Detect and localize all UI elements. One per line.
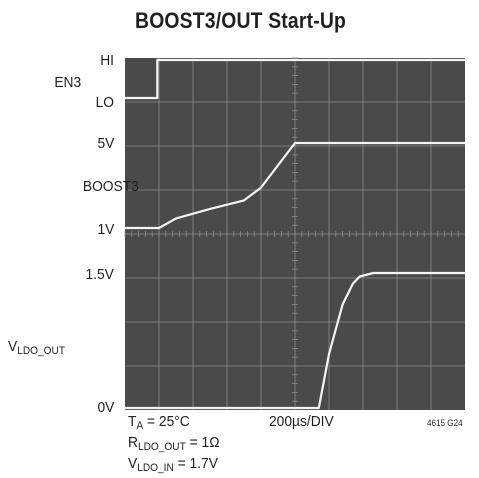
en3-hi-label: HI [100, 52, 114, 69]
ta-value: = 25°C [143, 413, 190, 430]
r-value: = 1Ω [185, 434, 220, 451]
trace-boost3 [125, 141, 465, 230]
boost3-channel-label: BOOST3 [83, 178, 139, 195]
vldo-1.5v-label: 1.5V [85, 266, 114, 283]
load-resistance-note: RLDO_OUT = 1Ω [128, 434, 220, 453]
figure-id: 4615 G24 [427, 418, 463, 428]
vldo-0v-label: 0V [97, 399, 114, 416]
trace-en3 [125, 58, 465, 100]
r-main: R [128, 434, 138, 451]
ambient-temp-note: TA = 25°C [128, 413, 190, 432]
ta-sub: A [136, 420, 144, 432]
en3-lo-label: LO [95, 94, 114, 111]
vin-value: = 1.7V [173, 455, 218, 472]
r-sub: LDO_OUT [137, 441, 186, 453]
vldo-name-main: V [8, 338, 18, 355]
scope-traces [125, 58, 465, 410]
vldo-name-sub: LDO_OUT [17, 345, 66, 357]
timebase-note: 200µs/DIV [269, 413, 334, 430]
vldo-channel-label: VLDO_OUT [8, 338, 65, 357]
scope-grid [124, 57, 465, 410]
boost3-5v-label: 5V [97, 135, 114, 152]
ta-main: T [128, 413, 137, 430]
input-voltage-note: VLDO_IN = 1.7V [128, 455, 218, 474]
vin-main: V [128, 455, 138, 472]
trace-vldo-out [125, 271, 465, 410]
chart-title: BOOST3/OUT Start-Up [135, 8, 346, 33]
en3-channel-label: EN3 [54, 74, 81, 91]
vin-sub: LDO_IN [137, 462, 174, 474]
boost3-1v-label: 1V [97, 221, 114, 238]
